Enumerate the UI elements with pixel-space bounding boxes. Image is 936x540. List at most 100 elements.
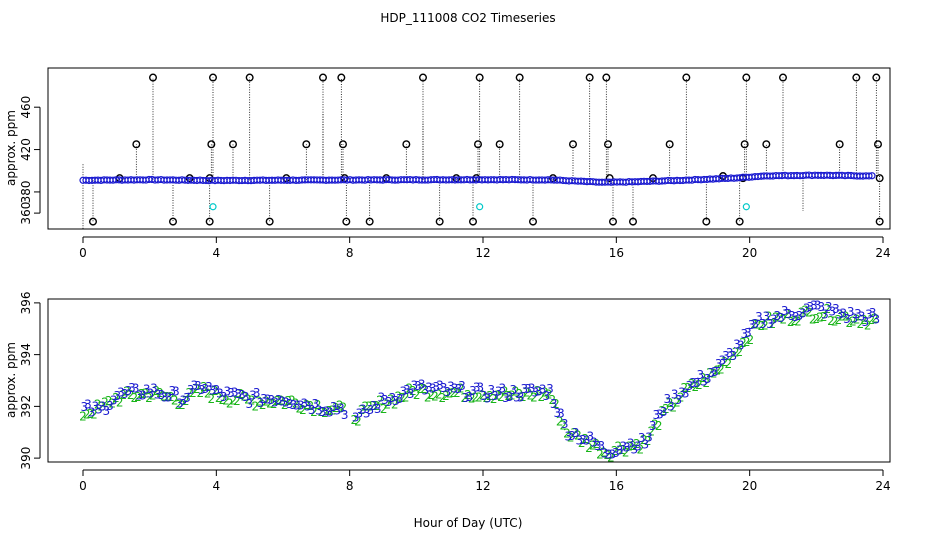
- series-2-mark: 2: [750, 318, 758, 332]
- series-2-mark: 2: [607, 450, 615, 464]
- series-3-mark: 3: [389, 391, 397, 405]
- series-3-mark: 3: [466, 390, 474, 404]
- spike-marker-high: [402, 140, 411, 149]
- series-2-mark: 2: [747, 333, 755, 347]
- series-3-mark: 3: [521, 382, 529, 396]
- series-3-mark: 3: [557, 407, 565, 421]
- series-3-mark: 3: [451, 382, 459, 396]
- series-3-mark: 3: [330, 400, 338, 414]
- series-2-mark: 2: [123, 385, 131, 399]
- series-2-mark: 2: [508, 388, 516, 402]
- series-2-mark: 2: [761, 318, 769, 332]
- top-x-tick-label: 20: [742, 246, 757, 260]
- series-3-mark: 3: [598, 439, 606, 453]
- top-x-tick-label: 0: [79, 246, 87, 260]
- series-3-mark: 3: [843, 312, 851, 326]
- series-3-mark: 3: [304, 399, 312, 413]
- series-3-mark: 3: [458, 379, 466, 393]
- series-2-mark: 2: [842, 309, 850, 323]
- series-3-mark: 3: [392, 394, 400, 408]
- series-3-mark: 3: [176, 397, 184, 411]
- series-3-mark: 3: [832, 302, 840, 316]
- top-y-tick-label: 360: [19, 202, 33, 225]
- series-3-mark: 3: [524, 382, 532, 396]
- cyan-point: [209, 203, 217, 211]
- spike-marker-low: [735, 217, 744, 226]
- series-2-mark: 2: [105, 394, 113, 408]
- series-3-mark: 3: [235, 387, 243, 401]
- series-2-mark: 2: [717, 362, 725, 376]
- spike-marker-low: [469, 217, 478, 226]
- series-2-mark: 2: [798, 306, 806, 320]
- series-3-mark: 3: [370, 399, 378, 413]
- spike-marker-high: [742, 73, 751, 82]
- series-3-mark: 3: [645, 431, 653, 445]
- series-3-mark: 3: [326, 405, 334, 419]
- series-3-mark: 3: [748, 318, 756, 332]
- spike-marker-high: [208, 73, 217, 82]
- top-data-marks: [79, 73, 884, 229]
- series-3-mark: 3: [865, 307, 873, 321]
- series-3-mark: 3: [209, 384, 217, 398]
- spike-marker-high: [602, 73, 611, 82]
- series-3-mark: 3: [572, 426, 580, 440]
- series-3-mark: 3: [693, 376, 701, 390]
- series-2-mark: 2: [578, 436, 586, 450]
- series-2-mark: 2: [263, 394, 271, 408]
- series-3-mark: 3: [623, 440, 631, 454]
- series-3-mark: 3: [858, 310, 866, 324]
- series-2-mark: 2: [670, 400, 678, 414]
- series-3-mark: 3: [271, 396, 279, 410]
- series-3-mark: 3: [356, 406, 364, 420]
- series-2-mark: 2: [838, 309, 846, 323]
- series-3-mark: 3: [444, 385, 452, 399]
- series-2-mark: 2: [791, 314, 799, 328]
- series-3-mark: 3: [81, 400, 89, 414]
- series-2-mark: 2: [637, 443, 645, 457]
- series-3-mark: 3: [759, 317, 767, 331]
- series-3-mark: 3: [425, 380, 433, 394]
- series-2-mark: 2: [692, 380, 700, 394]
- spike-marker-low: [529, 217, 538, 226]
- series-2-mark: 2: [765, 309, 773, 323]
- series-3-mark: 3: [546, 382, 554, 396]
- series-2-mark: 2: [358, 403, 366, 417]
- series-3-mark: 3: [286, 397, 294, 411]
- series-2-mark: 2: [321, 406, 329, 420]
- series-2-mark: 2: [226, 396, 234, 410]
- series-2-mark: 2: [684, 381, 692, 395]
- series-2-mark: 2: [846, 316, 854, 330]
- spike-marker-high: [569, 140, 578, 149]
- series-2-mark: 2: [626, 439, 634, 453]
- series-2-mark: 2: [171, 394, 179, 408]
- series-3-mark: 3: [220, 390, 228, 404]
- series-2-mark: 2: [351, 413, 359, 427]
- top-y-tick-label: 380: [19, 180, 33, 203]
- series-2-mark: 2: [398, 391, 406, 405]
- series-2-mark: 2: [776, 311, 784, 325]
- series-3-mark: 3: [374, 402, 382, 416]
- series-2-mark: 2: [387, 392, 395, 406]
- series-3-mark: 3: [224, 385, 232, 399]
- series-3-mark: 3: [535, 384, 543, 398]
- series-2-mark: 2: [380, 402, 388, 416]
- series-2-mark: 2: [871, 311, 879, 325]
- series-3-mark: 3: [631, 443, 639, 457]
- bottom-x-tick-label: 8: [346, 479, 354, 493]
- series-3-mark: 3: [268, 393, 276, 407]
- series-2-mark: 2: [835, 313, 843, 327]
- series-2-mark: 2: [758, 319, 766, 333]
- bottom-plot-frame: [47, 298, 891, 463]
- series-2-mark: 2: [373, 399, 381, 413]
- series-3-mark: 3: [726, 346, 734, 360]
- spike-marker-high: [585, 73, 594, 82]
- series-2-mark: 2: [853, 312, 861, 326]
- chart-title: HDP_111008 CO2 Timeseries: [380, 11, 555, 25]
- series-2-mark: 2: [494, 389, 502, 403]
- series-2-mark: 2: [197, 386, 205, 400]
- series-3-mark: 3: [818, 300, 826, 314]
- series-3-mark: 3: [132, 381, 140, 395]
- series-2-mark: 2: [420, 382, 428, 396]
